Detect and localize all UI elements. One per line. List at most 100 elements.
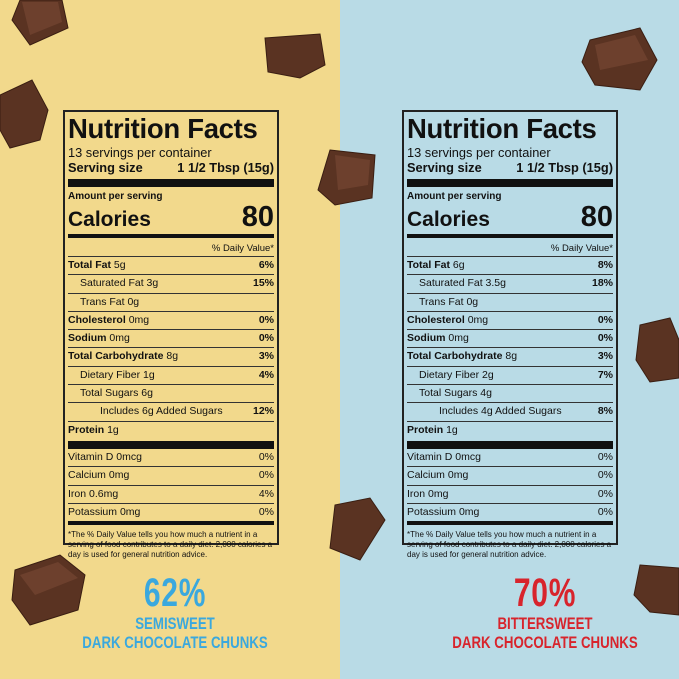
nutrient-name: Iron 0.6mg [68,486,118,503]
nutrient-amount: 0.6mg [89,487,119,500]
cacao-percent: 62% [143,571,207,615]
nutrient-row: Trans Fat 0g [407,292,613,311]
divider [407,521,613,526]
nutrient-label: Cholesterol [68,313,126,326]
nutrient-label: Vitamin D [407,450,453,463]
divider [407,179,613,187]
product-line1: BITTERSWEET [497,614,593,633]
daily-value: 8% [597,259,613,271]
nutrient-amount: 0mg [428,487,449,500]
nutrient-row: Vitamin D 0mcg 0% [407,449,613,466]
daily-value: 0% [597,313,613,326]
serving-size-row: Serving size 1 1/2 Tbsp (15g) [68,160,274,175]
nutrient-amount: 0mg [119,505,141,518]
nutrient-label: Total Carbohydrate [407,350,503,363]
nutrient-row: Calcium 0mg 0% [407,466,613,484]
nutrient-row: Potassium 0mg 0% [407,502,613,521]
divider [68,234,274,238]
nutrient-row: Total Fat 6g 8% [407,256,613,274]
product-line2: DARK CHOCOLATE CHUNKS [452,633,638,652]
servings: 13 servings per container [407,145,551,160]
nutrient-row: Saturated Fat 3g 15% [68,274,274,292]
nutrient-amount: 1g [446,423,458,436]
daily-value: 0% [258,469,274,482]
nutrient-amount: 0mg [108,469,130,482]
nutrient-name: Dietary Fiber 2g [407,367,494,384]
daily-value: 0% [597,469,613,482]
nutrient-name: Total Carbohydrate 8g [407,348,517,365]
amount-per-serving: Amount per serving [407,191,502,202]
daily-value: 6% [258,259,274,271]
nutrient-label: Total Carbohydrate [68,350,164,363]
nutrient-amount: 8g [505,350,518,363]
product-name: 62% SEMISWEET DARK CHOCOLATE CHUNKS [25,572,325,652]
divider [68,440,274,449]
nutrient-amount: 0g [466,295,479,308]
nutrient-amount: 2g [482,368,494,381]
nutrient-row: Dietary Fiber 1g 4% [68,365,274,384]
daily-value: 7% [597,368,613,381]
nutrient-label: Includes 6g Added Sugars [100,405,223,418]
label-title: Nutrition Facts [68,113,258,144]
nutrient-label: Protein [68,423,105,436]
nutrient-name: Sodium 0mg [68,330,130,347]
nutrient-row: Saturated Fat 3.5g 18% [407,274,613,292]
nutrient-name: Total Sugars 4g [407,385,492,402]
nutrient-name: Includes 4g Added Sugars [407,403,562,420]
nutrient-name: Protein 1g [68,422,119,439]
label-title: Nutrition Facts [407,113,597,144]
nutrient-amount: 4g [480,387,492,400]
nutrient-row: Protein 1g [407,420,613,439]
divider [407,234,613,238]
calories-row: Calories 80 [407,202,613,232]
daily-value: 12% [252,405,274,418]
nutrient-amount: 0mg [109,332,130,345]
nutrient-amount: 6g [452,259,465,271]
daily-value: 4% [258,368,274,381]
daily-value-header: % Daily Value* [550,243,613,254]
nutrient-name: Saturated Fat 3g [68,275,158,292]
calories-label: Calories [407,208,490,231]
nutrient-amount: 0mcg [116,450,142,463]
nutrient-label: Potassium [407,505,457,518]
nutrient-label: Iron [68,487,87,500]
daily-value: 0% [258,332,274,345]
nutrient-name: Total Carbohydrate 8g [68,348,178,365]
nutrient-name: Saturated Fat 3.5g [407,275,506,292]
nutrient-name: Vitamin D 0mcg [407,449,481,466]
product-name: 70% BITTERSWEET DARK CHOCOLATE CHUNKS [395,572,679,652]
nutrient-row: Trans Fat 0g [68,292,274,311]
footnote: *The % Daily Value tells you how much a … [407,530,612,560]
nutrient-row: Total Fat 5g 6% [68,256,274,274]
nutrient-label: Saturated Fat [419,277,483,290]
daily-value: 4% [258,487,274,500]
nutrient-label: Potassium [68,505,118,518]
nutrient-label: Calcium [68,469,106,482]
divider [68,521,274,526]
nutrient-row: Iron 0.6mg 4% [68,484,274,503]
nutrient-label: Total Fat [68,259,111,271]
nutrient-row: Sodium 0mg 0% [407,329,613,347]
daily-value: 0% [258,450,274,463]
nutrient-label: Saturated Fat [80,277,144,290]
nutrient-amount: 5g [113,259,126,271]
serving-size: 1 1/2 Tbsp (15g) [177,160,274,175]
daily-value: 15% [252,277,274,290]
nutrient-name: Dietary Fiber 1g [68,367,155,384]
nutrient-label: Calcium [407,469,445,482]
amount-per-serving: Amount per serving [68,191,163,202]
nutrient-label: Trans Fat [80,295,125,308]
nutrient-name: Potassium 0mg [407,504,479,521]
nutrient-row: Cholesterol 0mg 0% [407,310,613,329]
nutrient-name: Includes 6g Added Sugars [68,403,223,420]
daily-value: 0% [597,487,613,500]
nutrient-name: Potassium 0mg [68,504,140,521]
nutrient-label: Includes 4g Added Sugars [439,405,562,418]
footnote: *The % Daily Value tells you how much a … [68,530,273,560]
nutrient-row: Total Sugars 4g [407,384,613,402]
nutrient-name: Trans Fat 0g [407,294,478,311]
nutrient-amount: 6g [141,387,153,400]
nutrient-row: Protein 1g [68,420,274,439]
servings: 13 servings per container [68,145,212,160]
nutrient-name: Cholesterol 0mg [407,312,488,329]
